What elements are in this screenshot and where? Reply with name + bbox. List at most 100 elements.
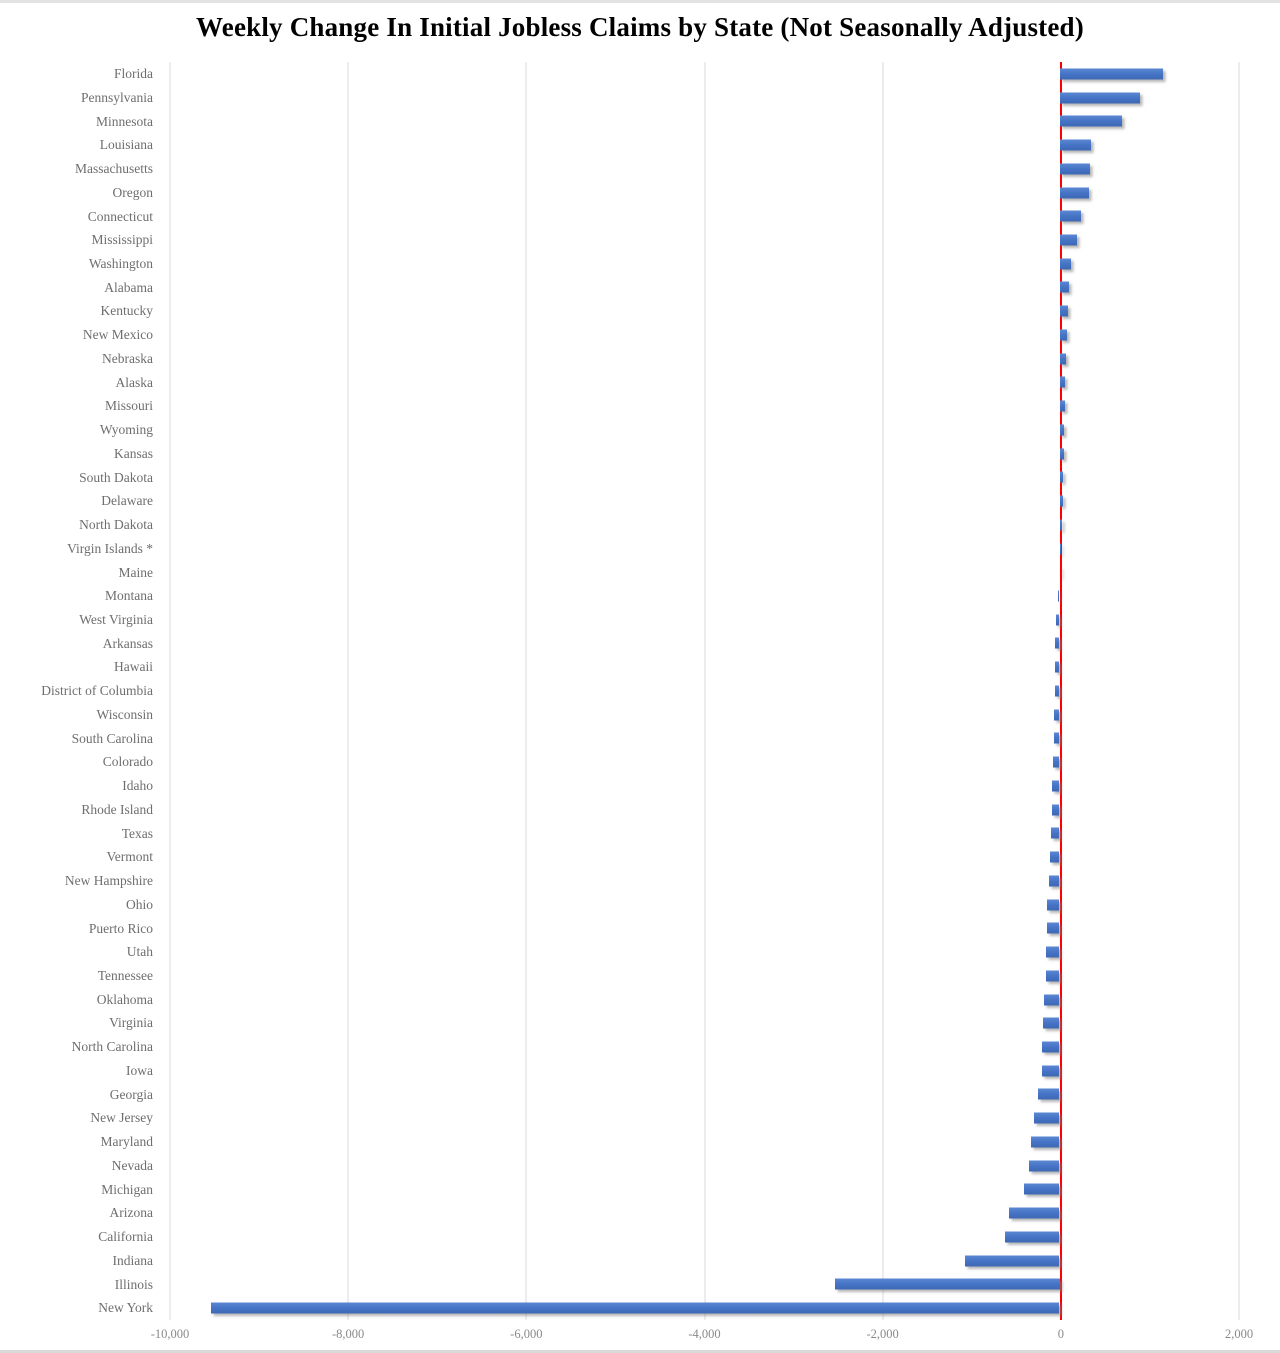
window-edge-bottom bbox=[0, 1350, 1280, 1353]
bar-track bbox=[162, 109, 1239, 133]
bar bbox=[1059, 353, 1067, 365]
bar-track bbox=[162, 1178, 1239, 1202]
bar-track bbox=[162, 916, 1239, 940]
chart-row: Louisiana bbox=[0, 133, 1239, 157]
state-label: Indiana bbox=[112, 1252, 153, 1268]
bar bbox=[1059, 210, 1082, 222]
bar-track bbox=[162, 632, 1239, 656]
x-tick-label: 2,000 bbox=[1224, 1327, 1254, 1341]
bar bbox=[1046, 946, 1060, 958]
chart-row: Ohio bbox=[0, 893, 1239, 917]
state-label: Michigan bbox=[101, 1181, 153, 1197]
chart-row: Maine bbox=[0, 560, 1239, 584]
gridline bbox=[347, 62, 349, 1320]
chart-row: North Dakota bbox=[0, 513, 1239, 537]
state-label: Alaska bbox=[115, 374, 154, 390]
bar bbox=[1046, 970, 1060, 982]
chart-row: Mississippi bbox=[0, 228, 1239, 252]
chart-row: Alabama bbox=[0, 276, 1239, 300]
bar-track bbox=[162, 252, 1239, 276]
bar-track bbox=[162, 62, 1239, 86]
chart-row: Hawaii bbox=[0, 655, 1239, 679]
bar bbox=[1059, 376, 1066, 388]
chart-row: Kentucky bbox=[0, 299, 1239, 323]
bar-track bbox=[162, 1011, 1239, 1035]
chart-row: Oklahoma bbox=[0, 988, 1239, 1012]
plot-area bbox=[169, 62, 1240, 1320]
state-label: Oregon bbox=[112, 184, 154, 200]
bar bbox=[1059, 471, 1064, 483]
bar-track bbox=[162, 1035, 1239, 1059]
chart-row: Puerto Rico bbox=[0, 916, 1239, 940]
chart-row: Arizona bbox=[0, 1201, 1239, 1225]
bar bbox=[1037, 1088, 1060, 1100]
state-label: New Hampshire bbox=[64, 873, 153, 889]
bar bbox=[1052, 780, 1060, 792]
x-axis: -10,000 -8,000 -6,000 -4,000 -2,000 0 2,000 bbox=[151, 1327, 1253, 1347]
bar bbox=[1041, 1065, 1060, 1077]
state-label: Virgin Islands * bbox=[67, 540, 153, 556]
bar-track bbox=[162, 1272, 1239, 1296]
state-label: Puerto Rico bbox=[88, 920, 153, 936]
bar bbox=[1059, 495, 1063, 507]
bar-track bbox=[162, 489, 1239, 513]
bar bbox=[1031, 1136, 1060, 1148]
bar bbox=[1047, 899, 1060, 911]
state-label: Wisconsin bbox=[96, 706, 153, 722]
bar bbox=[1059, 519, 1062, 531]
bar-track bbox=[162, 1059, 1239, 1083]
bar-track bbox=[162, 371, 1239, 395]
x-tick-label: 0 bbox=[1057, 1327, 1064, 1341]
bar-track bbox=[162, 584, 1239, 608]
chart-row: Tennessee bbox=[0, 964, 1239, 988]
bar-track bbox=[162, 465, 1239, 489]
state-label: Minnesota bbox=[96, 113, 153, 129]
bar-track bbox=[162, 157, 1239, 181]
state-label: New Mexico bbox=[82, 327, 153, 343]
state-label: Nebraska bbox=[102, 350, 153, 366]
chart-row: Michigan bbox=[0, 1178, 1239, 1202]
bar-track bbox=[162, 537, 1239, 561]
chart-row: Pennsylvania bbox=[0, 86, 1239, 110]
bar-track bbox=[162, 513, 1239, 537]
chart-row: Washington bbox=[0, 252, 1239, 276]
bar-track bbox=[162, 727, 1239, 751]
x-tick-label: -4,000 bbox=[688, 1327, 721, 1341]
gridline bbox=[882, 62, 884, 1320]
chart-row: District of Columbia bbox=[0, 679, 1239, 703]
bar bbox=[1043, 1017, 1060, 1029]
state-label: Idaho bbox=[122, 778, 153, 794]
state-label: Louisiana bbox=[99, 137, 153, 153]
chart-row: Texas bbox=[0, 822, 1239, 846]
chart-row: New York bbox=[0, 1296, 1239, 1320]
chart-row: Minnesota bbox=[0, 109, 1239, 133]
bar bbox=[211, 1302, 1060, 1314]
bar-track bbox=[162, 181, 1239, 205]
state-label: South Carolina bbox=[71, 730, 153, 746]
chart-row: Arkansas bbox=[0, 632, 1239, 656]
bar bbox=[1004, 1231, 1060, 1243]
bar-track bbox=[162, 988, 1239, 1012]
chart-row: Kansas bbox=[0, 442, 1239, 466]
chart-row: Wisconsin bbox=[0, 703, 1239, 727]
chart-row: Utah bbox=[0, 940, 1239, 964]
chart-row: Oregon bbox=[0, 181, 1239, 205]
chart-row: Nevada bbox=[0, 1154, 1239, 1178]
bar-track bbox=[162, 323, 1239, 347]
bar bbox=[1051, 804, 1060, 816]
state-label: Oklahoma bbox=[96, 991, 153, 1007]
bar-track bbox=[162, 1154, 1239, 1178]
bar bbox=[1033, 1112, 1060, 1124]
bar bbox=[1054, 709, 1060, 721]
chart-row: Colorado bbox=[0, 750, 1239, 774]
state-label: Nevada bbox=[111, 1157, 153, 1173]
state-label: Virginia bbox=[109, 1015, 153, 1031]
state-label: California bbox=[98, 1229, 153, 1245]
state-label: Utah bbox=[126, 944, 153, 960]
bar bbox=[1059, 329, 1068, 341]
state-label: Texas bbox=[121, 825, 153, 841]
state-label: Missouri bbox=[104, 398, 153, 414]
bar bbox=[1059, 234, 1077, 246]
bar bbox=[1059, 187, 1089, 199]
bar-track bbox=[162, 940, 1239, 964]
